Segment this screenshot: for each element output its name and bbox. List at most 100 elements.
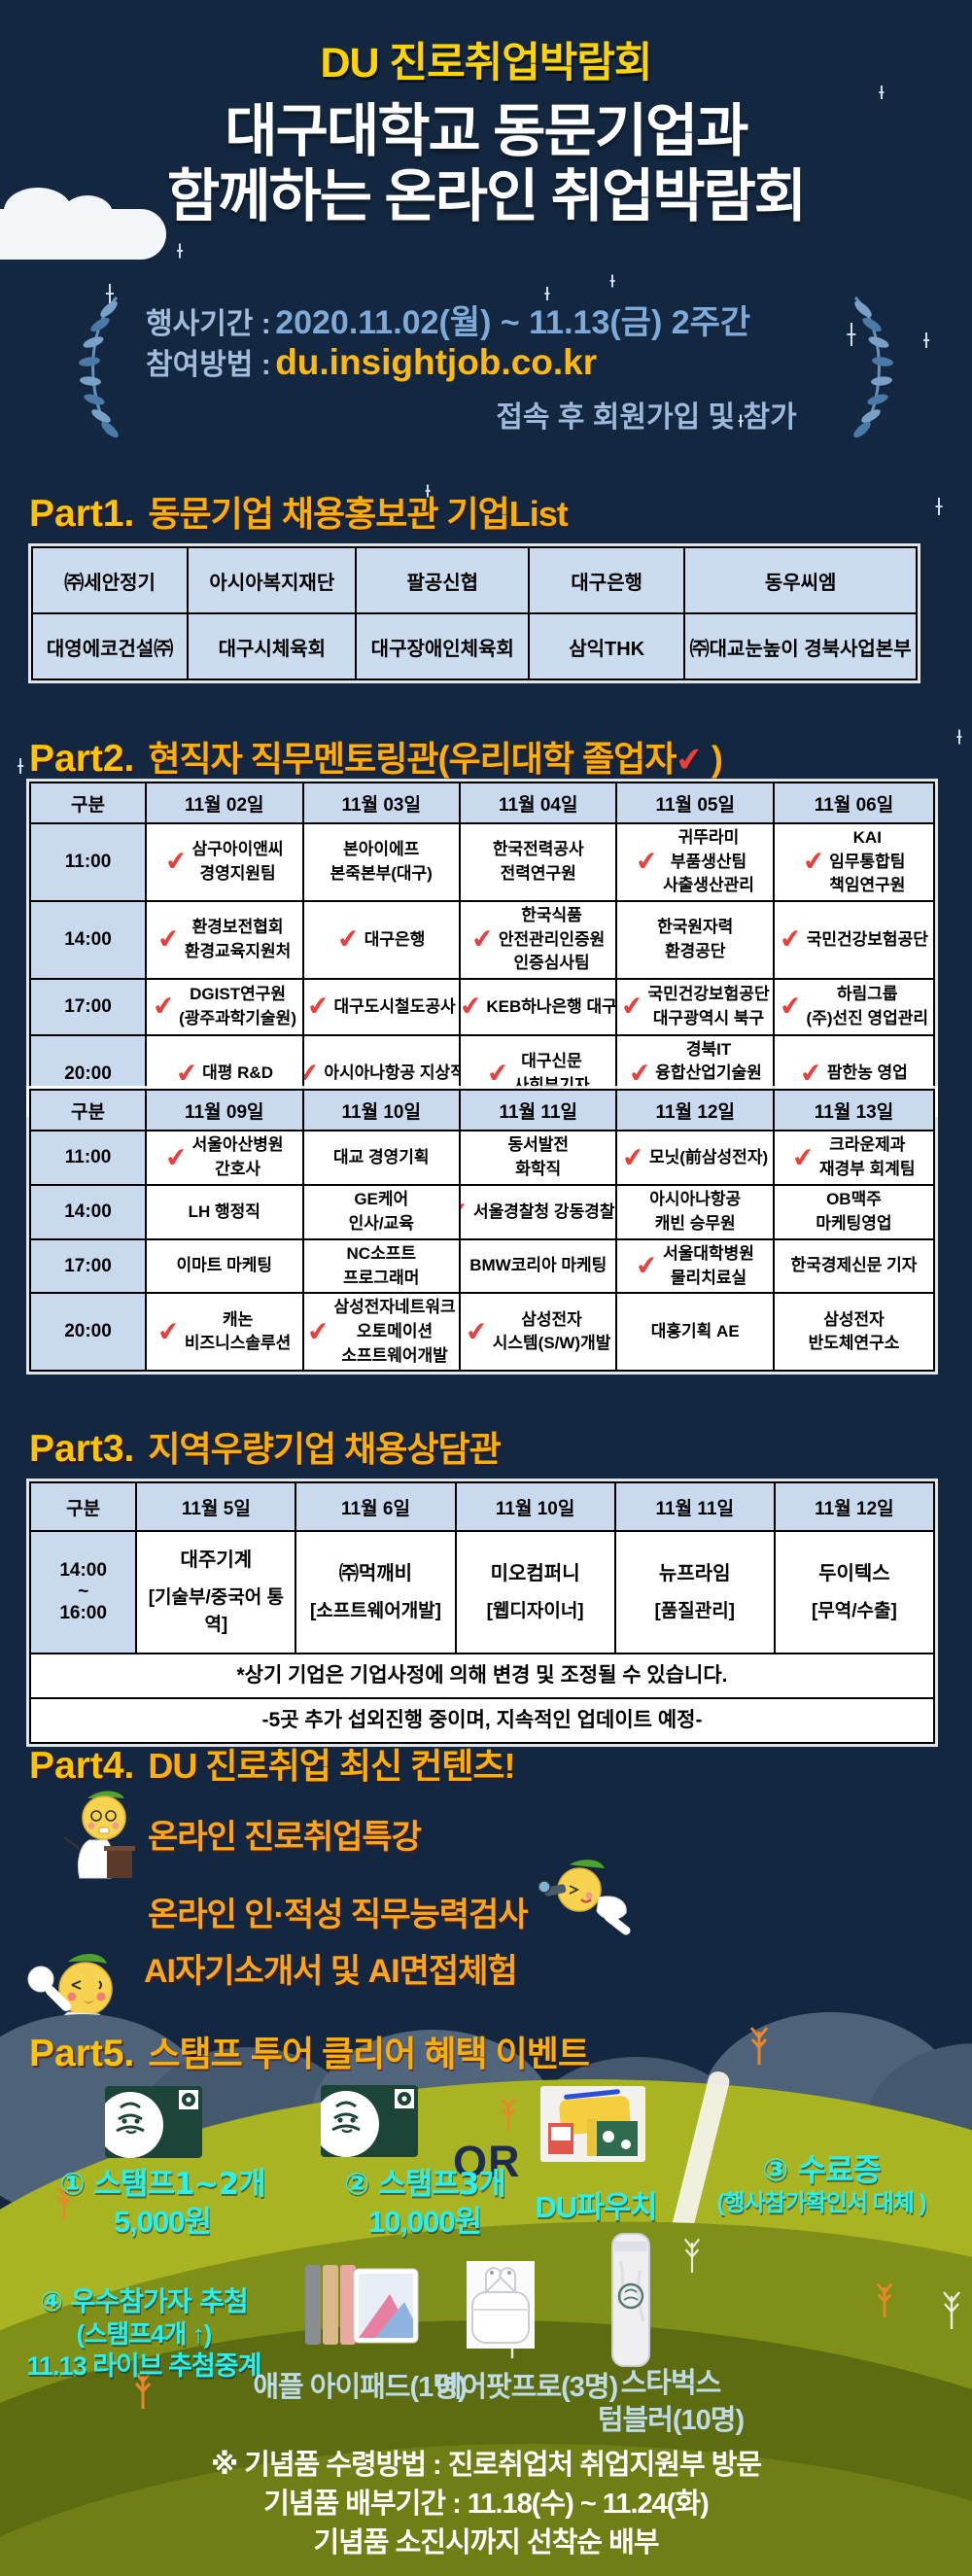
red-check-icon: ✔ (790, 1141, 816, 1174)
part2-week1-table: 구분 11월 02일 11월 03일 11월 04일 11월 05일 11월 06일 11:… (28, 782, 936, 1114)
part3-title: 지역우량기업 채용상담관 (148, 1429, 501, 1469)
benefit-1-line2: 5,000원 (113, 2204, 212, 2239)
company-cell: 대영에코건설㈜ (30, 612, 190, 680)
schedule-cell: LH 행정직 (145, 1184, 304, 1240)
part2-prefix: Part2. (29, 738, 135, 780)
schedule-cell: 아시아나항공 캐빈 승무원 (615, 1184, 775, 1240)
part2-week2-table: 구분 11월 09일 11월 10일 11월 11일 11월 12일 11월 13일 11:… (28, 1089, 936, 1373)
red-check-icon: ✔ (305, 1315, 331, 1348)
schedule-cell: ✔ 서울경찰청 강동경찰서 (458, 1184, 618, 1240)
company-cell: 삼익THK (528, 612, 686, 680)
company-cell: ㈜대교눈높이 경북사업본부 (683, 612, 918, 680)
red-check-icon: ✔ (634, 1250, 660, 1283)
prize-airpods-label: 에어팟프로(3명) (435, 2372, 619, 2403)
column-header: 11월 09일 (145, 1089, 304, 1131)
consult-cell: 미오컴퍼니 [웹디자이너] (454, 1530, 616, 1654)
column-header: 11월 10일 (454, 1481, 616, 1532)
red-check-icon: ✔ (460, 1196, 470, 1229)
mascot-telescope-icon (538, 1860, 631, 1935)
consult-note: *상기 기업은 기업사정에 의해 변경 및 조정될 수 있습니다. (29, 1653, 935, 1699)
consult-row: 14:00 ~16:00 대주기계 [기술부/중국어 통역] ㈜먹깨비 [소프트웨어개발]… (28, 1530, 936, 1654)
column-header: 11월 11일 (613, 1481, 776, 1532)
red-check-icon: ✔ (674, 739, 705, 782)
column-header: 11월 02일 (145, 782, 304, 824)
schedule-row: 14:00 ✔ 환경보전협회 환경교육지원처 ✔ 대구은행 ✔ 한국식품 안전관리인증원 인증심사… (28, 899, 936, 980)
red-check-icon: ✔ (156, 1315, 182, 1348)
column-header: 11월 06일 (772, 782, 936, 824)
schedule-cell: 삼성전자 반도체연구소 (772, 1292, 936, 1373)
part2-heading: Part2. 현직자 직무멘토링관(우리대학 졸업자✔ ) (29, 731, 723, 782)
main-title-line1: 대구대학교 동문기업과 (225, 99, 748, 163)
time-cell: 14:00 (28, 1184, 148, 1240)
part5-heading: Part5. 스탬프 투어 클리어 혜택 이벤트 (29, 2026, 590, 2076)
column-header: 구분 (28, 782, 148, 824)
column-header: 구분 (28, 1089, 148, 1131)
airpods-icon (467, 2261, 535, 2349)
part3-prefix: Part3. (29, 1428, 135, 1470)
benefit-4: ③ 수료증 (행사참가확인서 대체 ) (680, 2150, 962, 2218)
red-check-icon: ✔ (485, 1058, 511, 1091)
schedule-cell: 대홍기획 AE (615, 1292, 775, 1373)
red-check-icon: ✔ (464, 1315, 490, 1348)
part4-prefix: Part4. (29, 1745, 135, 1787)
schedule-cell: ✔ 환경보전협회 환경교육지원처 (145, 899, 304, 980)
schedule-cell: ✔ 크라운제과 재경부 회계팀 (772, 1130, 936, 1186)
lottery-line1: ④ 우수참가자 추첨 (40, 2285, 249, 2317)
schedule-row: 11:00 ✔ 삼구아이앤씨 경영지원팀 본아이에프 본죽본부(대구) 한국전력공사 전력연구… (28, 822, 936, 902)
sparkle-icon (933, 498, 945, 515)
main-title: 대구대학교 동문기업과 함께하는 온라인 취업박람회 (0, 99, 972, 230)
column-header: 11월 11일 (458, 1089, 618, 1131)
consult-note-row: -5곳 추가 섭외진행 중이며, 지속적인 업데이트 예정- (29, 1697, 935, 1744)
prize-tumbler-line1: 스타벅스 (620, 2368, 722, 2399)
red-check-icon: ✔ (173, 1058, 199, 1091)
schedule-header-row: 구분 11월 02일 11월 03일 11월 04일 11월 05일 11월 06일 (28, 782, 936, 824)
part1-heading: Part1. 동문기업 채용홍보관 기업List (29, 486, 569, 537)
red-check-icon: ✔ (150, 991, 176, 1024)
time-cell: 17:00 (28, 1237, 148, 1295)
red-check-icon: ✔ (798, 1058, 824, 1091)
period-value: 2020.11.02(월) ~ 11.13(금) 2주간 (275, 304, 751, 341)
schedule-cell: ✔ 대구도시철도공사 (301, 977, 462, 1036)
sparkle-icon (955, 729, 963, 744)
schedule-cell: BMW코리아 마케팅 (458, 1237, 618, 1295)
part4-heading: Part4. DU 진로취업 최신 컨텐츠! (29, 1738, 515, 1789)
lottery-info: ④ 우수참가자 추첨 (스탬프4개 ↑) 11.13 라이브 추첨중계 (8, 2284, 280, 2383)
du-pouch-icon (540, 2086, 645, 2162)
part4-title: DU 진로취업 최신 컨텐츠! (148, 1746, 515, 1786)
benefit-2: ② 스탬프3개 10,000원 (284, 2166, 566, 2242)
column-header: 11월 10일 (301, 1089, 462, 1131)
schedule-cell: 한국원자력 환경공단 (615, 899, 775, 980)
gift-note-2: 기념품 배부기간 : 11.18(수) ~ 11.24(화) (263, 2489, 710, 2520)
tree-icon (943, 2291, 960, 2329)
red-check-icon: ✔ (778, 991, 804, 1024)
method-label: 참여방법 : (146, 349, 271, 381)
time-cell: 17:00 (28, 977, 148, 1036)
column-header: 구분 (28, 1481, 138, 1532)
tree-icon (133, 2371, 153, 2409)
prize-tumbler-label: 스타벅스 텀블러(10명) (573, 2366, 768, 2439)
schedule-header-row: 구분 11월 09일 11월 10일 11월 11일 11월 12일 11월 13일 (28, 1089, 936, 1131)
part2-title: 현직자 직무멘토링관(우리대학 졸업자✔ ) (148, 739, 722, 782)
consult-cell: 뉴프라임 [품질관리] (613, 1530, 776, 1654)
prize-tumbler-line2: 텀블러(10명) (597, 2404, 745, 2436)
consult-note: -5곳 추가 섭외진행 중이며, 지속적인 업데이트 예정- (29, 1697, 935, 1744)
schedule-cell: 한국경제신문 기자 (772, 1237, 936, 1295)
schedule-cell: ✔ 하림그룹 (주)선진 영업관리 (772, 977, 936, 1036)
ipad-icon (305, 2265, 419, 2345)
company-cell: 대구은행 (528, 546, 686, 614)
company-cell: 동우씨엠 (683, 546, 918, 614)
schedule-cell: 본아이에프 본죽본부(대구) (301, 822, 462, 902)
schedule-row: 17:00 ✔ DGIST연구원 (광주과학기술원) ✔ 대구도시철도공사 ✔ KEB하나은행… (28, 977, 936, 1036)
column-header: 11월 12일 (773, 1481, 936, 1532)
tree-icon (876, 2282, 893, 2317)
part1-title: 동문기업 채용홍보관 기업List (148, 494, 568, 534)
red-check-icon: ✔ (801, 846, 826, 879)
company-cell: ㈜세안정기 (30, 546, 190, 614)
part1-prefix: Part1. (29, 493, 135, 535)
schedule-cell: ✔ 삼구아이앤씨 경영지원팀 (145, 822, 304, 902)
column-header: 11월 5일 (135, 1481, 297, 1532)
time-cell: 14:00 (28, 899, 148, 980)
or-label: OR (453, 2137, 521, 2186)
lottery-line2: (스탬프4개 ↑) (76, 2319, 213, 2349)
